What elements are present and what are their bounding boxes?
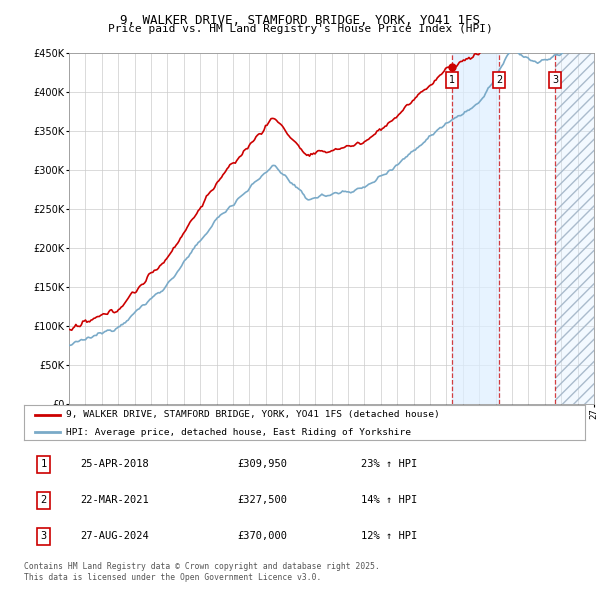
Text: Price paid vs. HM Land Registry's House Price Index (HPI): Price paid vs. HM Land Registry's House … <box>107 25 493 34</box>
Text: 25-APR-2018: 25-APR-2018 <box>80 460 149 469</box>
Text: 14% ↑ HPI: 14% ↑ HPI <box>361 496 417 506</box>
Text: 1: 1 <box>449 76 455 86</box>
Text: 27-AUG-2024: 27-AUG-2024 <box>80 532 149 542</box>
Bar <box>556 53 594 404</box>
Text: £370,000: £370,000 <box>237 532 287 542</box>
Text: £327,500: £327,500 <box>237 496 287 506</box>
Text: 12% ↑ HPI: 12% ↑ HPI <box>361 532 417 542</box>
Text: 22-MAR-2021: 22-MAR-2021 <box>80 496 149 506</box>
Bar <box>452 53 499 404</box>
Text: 2: 2 <box>496 76 502 86</box>
Text: £309,950: £309,950 <box>237 460 287 469</box>
Text: 9, WALKER DRIVE, STAMFORD BRIDGE, YORK, YO41 1FS: 9, WALKER DRIVE, STAMFORD BRIDGE, YORK, … <box>120 14 480 27</box>
Text: 23% ↑ HPI: 23% ↑ HPI <box>361 460 417 469</box>
Text: HPI: Average price, detached house, East Riding of Yorkshire: HPI: Average price, detached house, East… <box>66 428 411 437</box>
Text: 2: 2 <box>41 496 47 506</box>
Text: Contains HM Land Registry data © Crown copyright and database right 2025.: Contains HM Land Registry data © Crown c… <box>24 562 380 571</box>
Bar <box>556 53 594 404</box>
Text: 1: 1 <box>41 460 47 469</box>
Text: 3: 3 <box>41 532 47 542</box>
Text: This data is licensed under the Open Government Licence v3.0.: This data is licensed under the Open Gov… <box>24 572 322 582</box>
Text: 9, WALKER DRIVE, STAMFORD BRIDGE, YORK, YO41 1FS (detached house): 9, WALKER DRIVE, STAMFORD BRIDGE, YORK, … <box>66 411 440 419</box>
Text: 3: 3 <box>553 76 559 86</box>
